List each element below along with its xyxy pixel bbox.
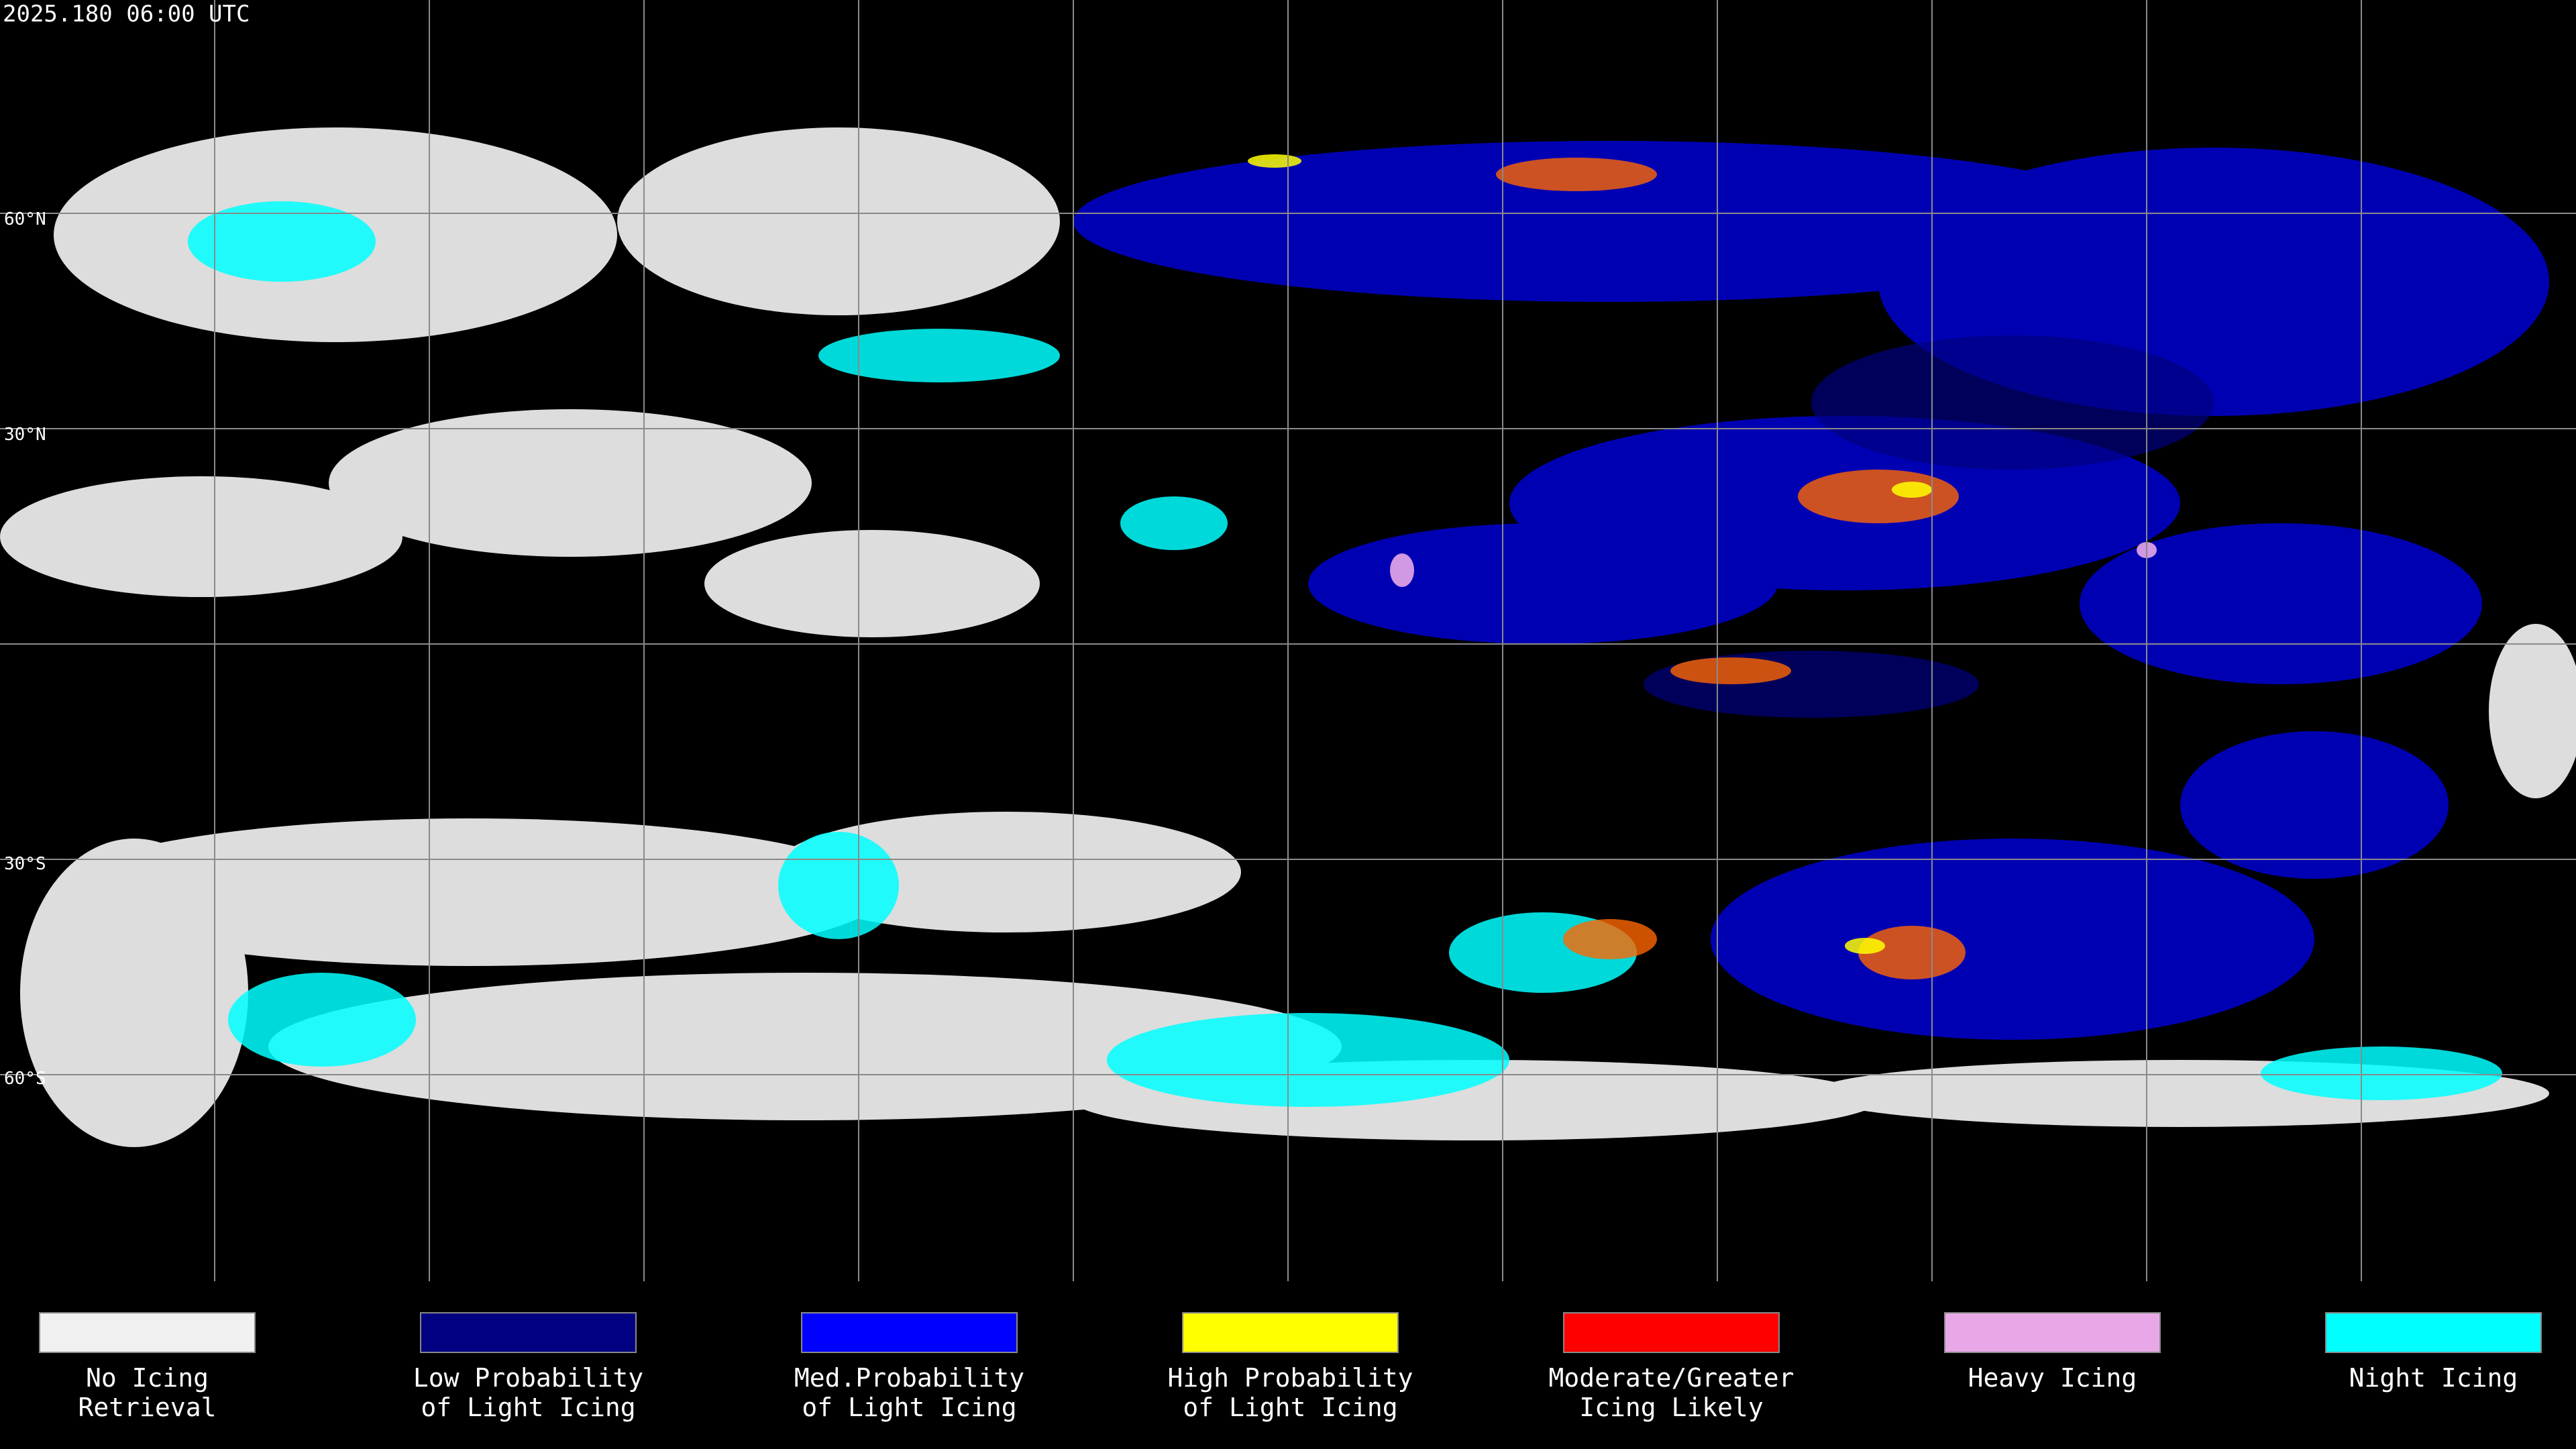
legend-label: Med.Probability: [794, 1363, 1024, 1393]
legend-label: of Light Icing: [802, 1393, 1016, 1422]
legend-label: Night Icing: [2349, 1363, 2518, 1393]
legend-label: No Icing: [86, 1363, 209, 1393]
latitude-label: 60°N: [4, 209, 46, 229]
legend-label: Moderate/Greater: [1548, 1363, 1794, 1393]
latitude-label: 30°S: [4, 854, 46, 874]
latitude-label: 60°S: [4, 1069, 46, 1089]
legend-label: Low Probability: [413, 1363, 643, 1393]
cloud-field: [0, 127, 2576, 1147]
legend-swatch: [1944, 1312, 2161, 1353]
legend-label: Heavy Icing: [1968, 1363, 2137, 1393]
legend-swatch: [801, 1312, 1018, 1353]
legend-label: of Light Icing: [1183, 1393, 1397, 1422]
legend-swatch: [2325, 1312, 2542, 1353]
graticule: [0, 0, 2576, 1281]
legend-label: High Probability: [1167, 1363, 1413, 1393]
legend-label: of Light Icing: [421, 1393, 635, 1422]
latitude-labels: 60°N 30°N 30°S 60°S: [4, 209, 46, 1089]
latitude-label: 30°N: [4, 425, 46, 445]
legend-swatch: [1182, 1312, 1399, 1353]
legend-label: Retrieval: [78, 1393, 217, 1422]
legend-swatch: [1563, 1312, 1780, 1353]
legend-label: Icing Likely: [1579, 1393, 1764, 1422]
timestamp: 2025.180 06:00 UTC: [3, 1, 250, 28]
legend-swatch: [39, 1312, 256, 1353]
legend-swatch: [420, 1312, 637, 1353]
